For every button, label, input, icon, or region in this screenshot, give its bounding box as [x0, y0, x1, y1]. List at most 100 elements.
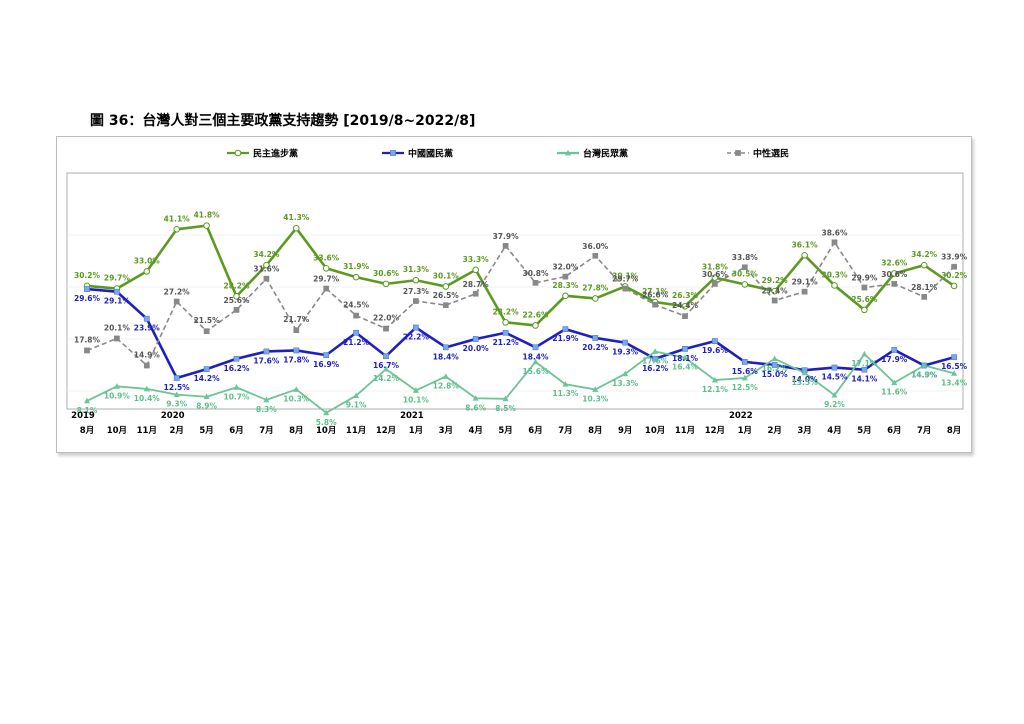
data-point [771, 362, 778, 368]
data-label: 10.4% [134, 394, 161, 403]
data-label: 25.6% [223, 296, 250, 305]
data-label: 12.1% [702, 385, 729, 394]
data-point [652, 301, 658, 308]
data-label: 31.3% [403, 265, 430, 274]
data-point [383, 353, 389, 360]
data-label: 16.2% [223, 364, 250, 373]
data-point [831, 391, 838, 398]
x-tick-label: 10月 [316, 426, 336, 436]
data-point [293, 386, 300, 392]
data-label: 22.2% [403, 333, 430, 342]
data-label: 11.6% [881, 388, 908, 397]
legend-marker [735, 150, 741, 156]
data-label: 9.2% [824, 400, 845, 409]
grid [67, 234, 963, 392]
data-label: 29.6% [74, 294, 101, 303]
data-point [712, 338, 718, 344]
data-point [831, 364, 838, 371]
legend: 民主進步黨 中國國民黨 台灣民眾黨 中性選民 [227, 148, 789, 160]
year-label: 2021 [400, 411, 424, 421]
data-label: 30.2% [74, 271, 101, 280]
data-point [801, 369, 808, 376]
legend-label: 中國國民黨 [408, 148, 453, 160]
x-tick-label: 5月 [199, 426, 213, 436]
data-label: 31.6% [253, 265, 280, 274]
data-point [383, 365, 389, 372]
data-point [113, 383, 120, 389]
data-point [233, 293, 240, 300]
data-point [413, 324, 419, 331]
data-point [861, 284, 868, 291]
legend-label: 中性選民 [753, 148, 789, 160]
data-label: 29.7% [612, 275, 639, 284]
data-label: 33.6% [313, 253, 340, 262]
data-point [353, 312, 359, 319]
data-label: 29.9% [851, 274, 878, 283]
x-tick-label: 4月 [468, 426, 482, 436]
x-tick-label: 2月 [169, 426, 183, 436]
data-label: 27.2% [164, 288, 191, 297]
data-point [951, 263, 957, 270]
data-labels: 30.2% 29.7%33.0%41.1% 41.8%28.2%34.2%41.3%… [74, 211, 968, 427]
data-label: 29.1% [104, 297, 131, 306]
data-point [592, 252, 599, 259]
data-label: 22.6% [522, 310, 549, 319]
data-label: 21.2% [343, 338, 370, 347]
x-tick-label: 11月 [137, 426, 157, 436]
data-label: 18.4% [522, 352, 549, 361]
data-label: 16.5% [941, 362, 968, 371]
data-point [741, 374, 748, 381]
x-tick-label: 4月 [827, 426, 841, 436]
data-label: 30.2% [941, 271, 968, 280]
data-label: 16.7% [373, 361, 400, 370]
data-label: 26.5% [433, 291, 460, 300]
data-label: 30.6% [702, 270, 729, 279]
data-label: 16.4% [672, 363, 699, 372]
data-label: 34.2% [911, 250, 938, 259]
data-label: 26.6% [642, 291, 669, 300]
data-label: 14.9% [134, 351, 161, 360]
x-tick-label: 1月 [738, 426, 752, 436]
data-label: 28.3% [552, 281, 579, 290]
data-point [741, 264, 748, 271]
data-point [801, 288, 808, 295]
data-point [861, 366, 868, 373]
data-label: 29.2% [762, 276, 789, 285]
data-point [502, 395, 509, 402]
data-point [502, 329, 509, 336]
data-point [532, 322, 539, 329]
data-label: 30.1% [612, 271, 639, 280]
data-point [114, 288, 120, 295]
data-point [323, 352, 330, 358]
data-label: 28.1% [911, 283, 938, 292]
x-tick-label: 8月 [588, 426, 602, 436]
data-point [114, 335, 120, 342]
x-tick-label: 5月 [857, 426, 871, 436]
data-point [622, 370, 629, 377]
data-label: 12.5% [164, 383, 191, 392]
data-point [711, 274, 719, 281]
data-label: 20.0% [463, 344, 490, 353]
data-label: 30.1% [433, 271, 460, 280]
x-tick-label: 5月 [498, 426, 512, 436]
data-point [353, 329, 359, 336]
data-label: 29.7% [313, 275, 340, 284]
data-label: 11.3% [552, 389, 579, 398]
data-label: 17.8% [283, 355, 310, 364]
data-point [84, 286, 90, 292]
line-chart: 民主進步黨 中國國民黨 台灣民眾黨 中性選民 30.2% 29.7%33.0%41.1%… [66, 148, 968, 436]
data-label: 10.7% [223, 392, 250, 401]
data-point [592, 386, 599, 392]
data-label: 19.6% [702, 346, 729, 355]
data-point [352, 273, 360, 281]
x-tick-label: 7月 [259, 426, 273, 436]
data-label: 20.2% [582, 343, 609, 352]
data-point [831, 239, 838, 246]
legend-label: 台灣民眾黨 [583, 148, 628, 160]
x-tick-label: 7月 [917, 426, 931, 436]
data-point [622, 285, 629, 292]
data-label: 10.9% [104, 391, 131, 400]
data-label: 14.9% [911, 371, 938, 380]
data-label: 27.1% [642, 287, 669, 296]
data-label: 5.8% [316, 418, 337, 427]
